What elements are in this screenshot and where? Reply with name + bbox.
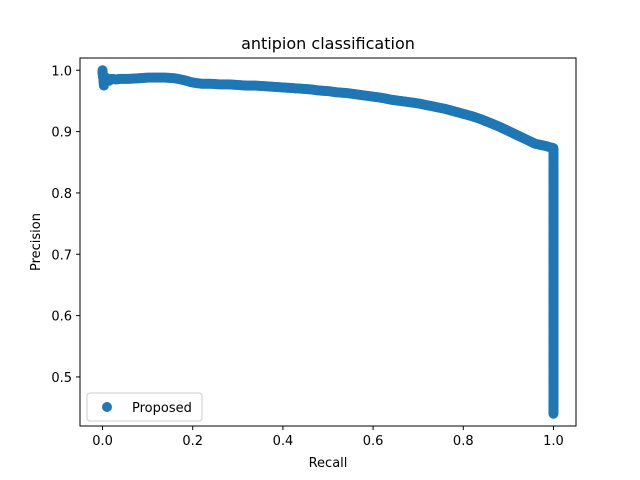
legend-marker: [102, 402, 112, 412]
x-tick-label: 0.0: [92, 434, 113, 449]
x-tick-label: 0.2: [182, 434, 203, 449]
y-tick-label: 1.0: [51, 64, 72, 79]
y-tick-label: 0.9: [51, 126, 72, 141]
legend-box: [86, 392, 203, 422]
y-tick-label: 0.7: [51, 248, 72, 263]
x-tick-label: 0.6: [363, 434, 384, 449]
x-axis-ticks: 0.0 0.2 0.4 0.6 0.8 1.0: [92, 426, 564, 449]
legend-label: Proposed: [132, 401, 192, 416]
y-axis-label: Precision: [29, 213, 44, 271]
plot-frame: [79, 57, 577, 427]
legend: Proposed: [86, 392, 203, 422]
y-axis-ticks: 0.5 0.6 0.7 0.8 0.9 1.0: [51, 64, 80, 386]
data-point: [548, 408, 559, 419]
x-axis-label: Recall: [309, 456, 348, 471]
x-tick-label: 0.8: [453, 434, 474, 449]
chart-title: antipion classification: [241, 34, 415, 53]
x-tick-label: 1.0: [543, 434, 564, 449]
y-tick-label: 0.5: [51, 371, 72, 386]
x-tick-label: 0.4: [273, 434, 294, 449]
y-tick-label: 0.6: [51, 310, 72, 325]
data-points: [97, 65, 559, 419]
y-tick-label: 0.8: [51, 187, 72, 202]
